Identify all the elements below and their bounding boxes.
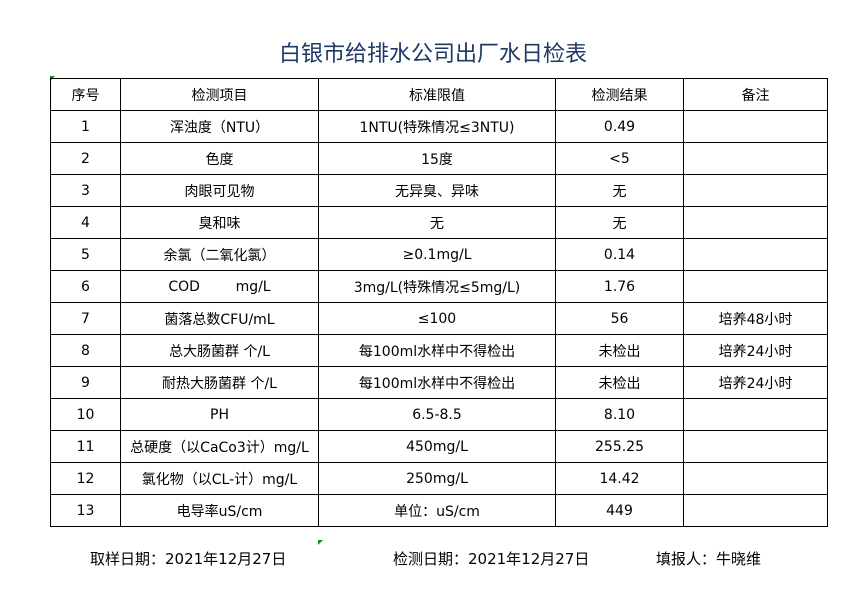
table-row: 6 COD mg/L 3mg/L(特殊情况≤5mg/L) 1.76 bbox=[50, 270, 828, 303]
cell-result: 未检出 bbox=[555, 334, 684, 367]
cell-result: <5 bbox=[555, 142, 684, 175]
cell-result: 无 bbox=[555, 206, 684, 239]
page-title: 白银市给排水公司出厂水日检表 bbox=[278, 42, 587, 67]
cell-remark: 培养24小时 bbox=[683, 334, 828, 367]
cell-item: 浑浊度（NTU） bbox=[120, 110, 319, 143]
cell-remark: 培养48小时 bbox=[683, 302, 828, 335]
cell-standard: 3mg/L(特殊情况≤5mg/L) bbox=[318, 270, 556, 303]
column-header: 标准限值 bbox=[318, 78, 556, 111]
cell-index: 3 bbox=[50, 174, 121, 207]
sampling-date: 取样日期：2021年12月27日 bbox=[90, 550, 287, 568]
table-row: 3 肉眼可见物 无异臭、异味无 bbox=[50, 174, 828, 207]
cell-standard: 无 bbox=[318, 206, 556, 239]
cell-result: 255.25 bbox=[555, 430, 684, 463]
cell-remark bbox=[683, 398, 828, 431]
cell-item: 总大肠菌群 个/L bbox=[120, 334, 319, 367]
reporter: 填报人：牛晓维 bbox=[656, 550, 762, 568]
cell-item: COD mg/L bbox=[120, 270, 319, 303]
cell-item: 臭和味 bbox=[120, 206, 319, 239]
cell-item: 余氯（二氧化氯） bbox=[120, 238, 319, 271]
cell-index: 12 bbox=[50, 462, 121, 495]
cell-item: 总硬度（以CaCo3计）mg/L bbox=[120, 430, 319, 463]
cell-marker bbox=[318, 540, 323, 545]
cell-standard: 无异臭、异味 bbox=[318, 174, 556, 207]
cell-standard: 250mg/L bbox=[318, 462, 556, 495]
cell-index: 5 bbox=[50, 238, 121, 271]
column-header: 检测结果 bbox=[555, 78, 684, 111]
cell-result: 8.10 bbox=[555, 398, 684, 431]
cell-result: 449 bbox=[555, 494, 684, 527]
cell-index: 13 bbox=[50, 494, 121, 527]
cell-item: 菌落总数CFU/mL bbox=[120, 302, 319, 335]
cell-index: 9 bbox=[50, 366, 121, 399]
cell-index: 7 bbox=[50, 302, 121, 335]
cell-index: 8 bbox=[50, 334, 121, 367]
cell-result: 无 bbox=[555, 174, 684, 207]
cell-item: 氯化物（以CL-计）mg/L bbox=[120, 462, 319, 495]
column-header: 备注 bbox=[683, 78, 828, 111]
table-row: 1 浑浊度（NTU） 1NTU(特殊情况≤3NTU) 0.49 bbox=[50, 110, 828, 143]
cell-index: 10 bbox=[50, 398, 121, 431]
table-row: 7 菌落总数CFU/mL ≤100 56 培养48小时 bbox=[50, 302, 828, 335]
cell-remark: 培养24小时 bbox=[683, 366, 828, 399]
cell-result: 0.14 bbox=[555, 238, 684, 271]
cell-standard: ≤100 bbox=[318, 302, 556, 335]
cell-result: 未检出 bbox=[555, 366, 684, 399]
table-row: 11 总硬度（以CaCo3计）mg/L 450mg/L 255.25 bbox=[50, 430, 828, 463]
cell-result: 0.49 bbox=[555, 110, 684, 143]
cell-remark bbox=[683, 206, 828, 239]
cell-remark bbox=[683, 110, 828, 143]
table-row: 9 耐热大肠菌群 个/L 每100ml水样中不得检出 未检出 培养24小时 bbox=[50, 366, 828, 399]
table-row: 13 电导率uS/cm 单位：uS/cm 449 bbox=[50, 494, 828, 527]
table-row: 10 PH 6.5-8.5 8.10 bbox=[50, 398, 828, 431]
cell-standard: 每100ml水样中不得检出 bbox=[318, 366, 556, 399]
cell-standard: 15度 bbox=[318, 142, 556, 175]
cell-result: 56 bbox=[555, 302, 684, 335]
cell-standard: 1NTU(特殊情况≤3NTU) bbox=[318, 110, 556, 143]
table-row: 12 氯化物（以CL-计）mg/L 250mg/L 14.42 bbox=[50, 462, 828, 495]
column-header: 检测项目 bbox=[120, 78, 319, 111]
cell-standard: ≥0.1mg/L bbox=[318, 238, 556, 271]
table-row: 4 臭和味无无 bbox=[50, 206, 828, 239]
cell-remark bbox=[683, 238, 828, 271]
cell-standard: 450mg/L bbox=[318, 430, 556, 463]
cell-item: 色度 bbox=[120, 142, 319, 175]
table-row: 5 余氯（二氧化氯） ≥0.1mg/L 0.14 bbox=[50, 238, 828, 271]
table-row: 2 色度 15度 <5 bbox=[50, 142, 828, 175]
column-header: 序号 bbox=[50, 78, 121, 111]
cell-standard: 每100ml水样中不得检出 bbox=[318, 334, 556, 367]
cell-item: 耐热大肠菌群 个/L bbox=[120, 366, 319, 399]
cell-item: PH bbox=[120, 398, 319, 431]
cell-remark bbox=[683, 430, 828, 463]
cell-index: 11 bbox=[50, 430, 121, 463]
cell-remark bbox=[683, 142, 828, 175]
cell-remark bbox=[683, 462, 828, 495]
cell-item: 电导率uS/cm bbox=[120, 494, 319, 527]
cell-remark bbox=[683, 174, 828, 207]
table-row: 8 总大肠菌群 个/L 每100ml水样中不得检出 未检出 培养24小时 bbox=[50, 334, 828, 367]
cell-index: 4 bbox=[50, 206, 121, 239]
test-date: 检测日期：2021年12月27日 bbox=[393, 550, 590, 568]
cell-standard: 单位：uS/cm bbox=[318, 494, 556, 527]
cell-index: 6 bbox=[50, 270, 121, 303]
cell-remark bbox=[683, 494, 828, 527]
cell-result: 14.42 bbox=[555, 462, 684, 495]
cell-result: 1.76 bbox=[555, 270, 684, 303]
table-header-row: 序号 检测项目 标准限值 检测结果 备注 bbox=[50, 78, 828, 111]
cell-standard: 6.5-8.5 bbox=[318, 398, 556, 431]
cell-item: 肉眼可见物 bbox=[120, 174, 319, 207]
inspection-table: 序号 检测项目 标准限值 检测结果 备注 1 浑浊度（NTU） 1NTU(特殊情况≤3NTU… bbox=[50, 78, 828, 527]
cell-index: 2 bbox=[50, 142, 121, 175]
cell-remark bbox=[683, 270, 828, 303]
cell-index: 1 bbox=[50, 110, 121, 143]
